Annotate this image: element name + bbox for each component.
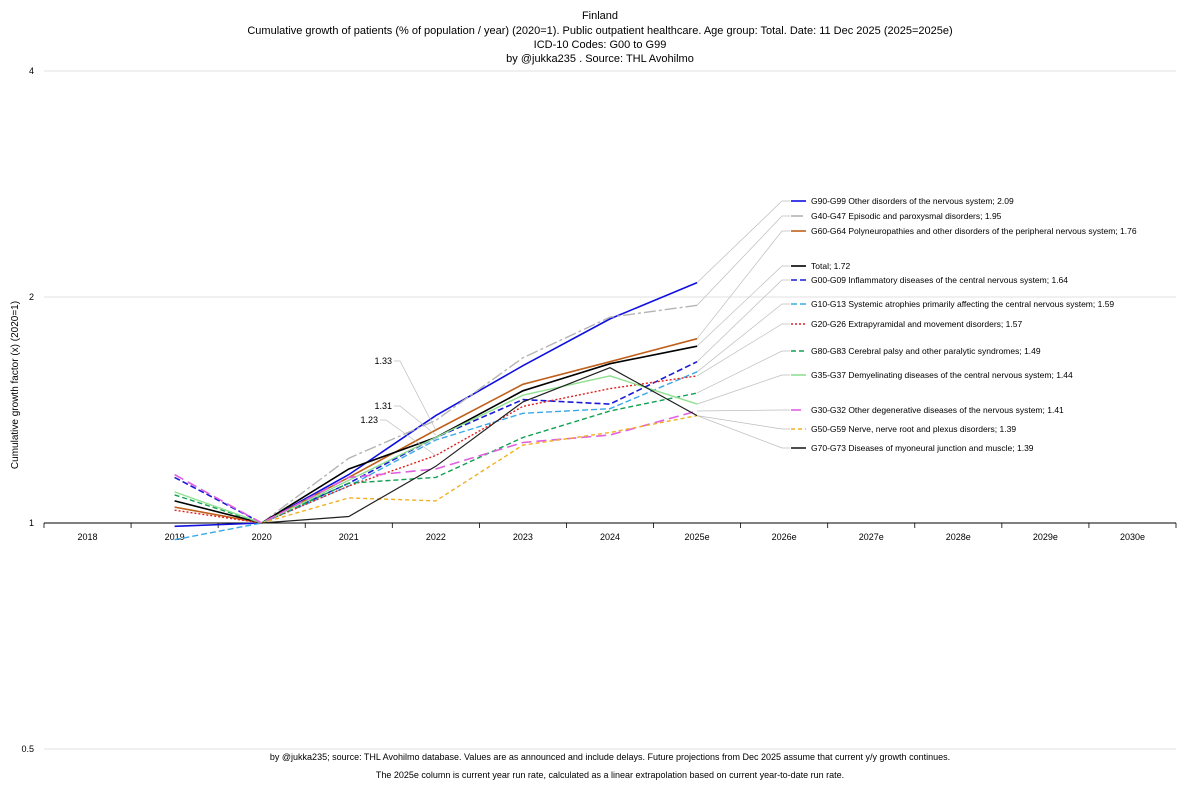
leader-line	[696, 415, 790, 449]
x-tick-label: 2023	[513, 532, 533, 542]
grid	[44, 70, 1176, 750]
leader-line	[696, 265, 790, 347]
leader-line	[696, 323, 790, 377]
legend-label: G60-G64 Polyneuropathies and other disor…	[811, 226, 1137, 236]
title-line-4: by @jukka235 . Source: THL Avohilmo	[506, 53, 694, 65]
x-tick-label: 2022	[426, 532, 446, 542]
leader-line	[696, 374, 790, 405]
legend-label: G20-G26 Extrapyramidal and movement diso…	[811, 319, 1022, 329]
leader-line	[696, 215, 790, 306]
leader-line	[696, 279, 790, 362]
annotation-label: 1.33	[374, 356, 392, 366]
y-tick-label: 1	[29, 518, 34, 528]
x-tick-label: 2019	[165, 532, 185, 542]
series-line	[174, 371, 698, 541]
title-line-1: Finland	[582, 10, 618, 22]
title-line-2: Cumulative growth of patients (% of popu…	[247, 25, 952, 37]
legend-label: G70-G73 Diseases of myoneural junction a…	[811, 443, 1034, 453]
series-group	[174, 281, 698, 541]
legend: G90-G99 Other disorders of the nervous s…	[696, 196, 1137, 453]
legend-label: G50-G59 Nerve, nerve root and plexus dis…	[811, 424, 1016, 434]
series-line	[174, 392, 698, 524]
leader-line	[696, 230, 790, 339]
x-tick-label: 2029e	[1033, 532, 1058, 542]
x-tick-label: 2030e	[1120, 532, 1145, 542]
leader-line	[696, 200, 790, 283]
legend-label: G80-G83 Cerebral palsy and other paralyt…	[811, 346, 1041, 356]
leader-line	[696, 350, 790, 394]
series-line	[174, 410, 698, 524]
x-tick-label: 2024	[600, 532, 620, 542]
x-tick-label: 2025e	[685, 532, 710, 542]
y-tick-label: 4	[29, 66, 34, 76]
legend-label: G00-G09 Inflammatory diseases of the cen…	[811, 275, 1068, 285]
legend-label: G10-G13 Systemic atrophies primarily aff…	[811, 299, 1114, 309]
footnote-2: The 2025e column is current year run rat…	[376, 770, 844, 780]
x-tick-label: 2026e	[772, 532, 797, 542]
series-line	[261, 367, 698, 524]
footnotes: by @jukka235; source: THL Avohilmo datab…	[270, 752, 950, 780]
y-axis-label: Cumulative growth factor (x) (2020=1)	[10, 301, 21, 469]
annotations: 1.33 1.31 1.23	[360, 356, 437, 456]
x-tick-label: 2020	[252, 532, 272, 542]
x-tick-label: 2027e	[859, 532, 884, 542]
footnote-1: by @jukka235; source: THL Avohilmo datab…	[270, 752, 950, 762]
x-tick-label: 2018	[78, 532, 98, 542]
annotation-label: 1.23	[360, 415, 378, 425]
annotation-leader	[380, 419, 437, 456]
x-tick-label: 2028e	[946, 532, 971, 542]
annotation-leader	[394, 405, 437, 436]
annotation-leader	[394, 360, 437, 431]
leader-line	[697, 409, 790, 412]
series-line	[174, 360, 698, 524]
y-tick-label: 0.5	[21, 744, 34, 754]
chart-title: Finland Cumulative growth of patients (%…	[247, 10, 952, 65]
x-axis: 2018 2019 2020 2021 2022 2023 2024 2025e 2026e 20…	[43, 523, 1177, 542]
legend-label: G90-G99 Other disorders of the nervous s…	[811, 196, 1014, 206]
x-tick-label: 2021	[339, 532, 359, 542]
leader-line	[697, 415, 790, 430]
legend-label: G35-G37 Demyelinating diseases of the ce…	[811, 370, 1073, 380]
series-line	[261, 304, 698, 524]
legend-label: G30-G32 Other degenerative diseases of t…	[811, 405, 1064, 415]
legend-label: Total; 1.72	[811, 261, 850, 271]
y-axis: 0.5 1 2 4	[21, 66, 34, 754]
leader-line	[696, 303, 790, 373]
title-line-3: ICD-10 Codes: G00 to G99	[534, 39, 667, 51]
legend-label: G40-G47 Episodic and paroxysmal disorder…	[811, 211, 1002, 221]
y-tick-label: 2	[29, 292, 34, 302]
annotation-label: 1.31	[374, 401, 392, 411]
